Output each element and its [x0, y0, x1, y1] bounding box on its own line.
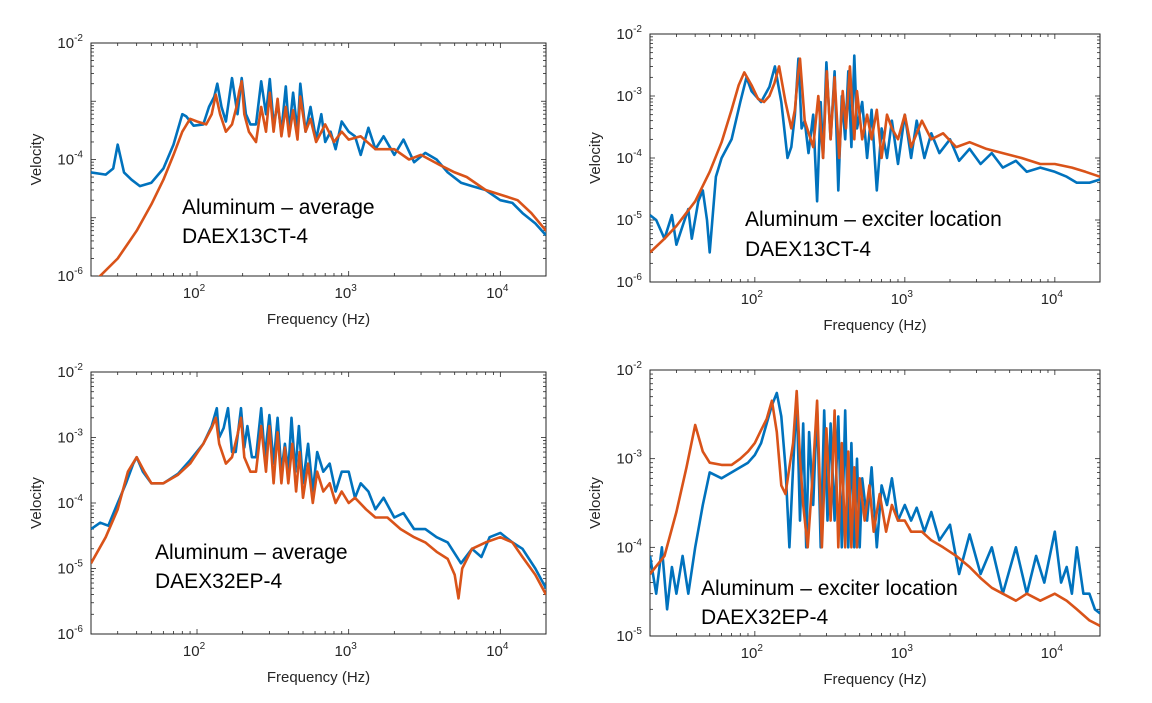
y-tick-label: 10-2 — [616, 360, 642, 379]
x-tick-label: 104 — [486, 641, 509, 660]
y-tick-label: 10-2 — [57, 33, 83, 52]
x-axis-label: Frequency (Hz) — [267, 311, 370, 328]
chart-annotation-line: DAEX13CT-4 — [745, 238, 871, 261]
chart-annotation-line: Aluminum – exciter location — [701, 577, 958, 600]
series-line-measured — [650, 391, 1100, 615]
x-axis-label: Frequency (Hz) — [823, 317, 926, 334]
series-line-simulated — [650, 389, 1100, 628]
y-tick-label: 10-2 — [57, 362, 83, 381]
minor-ticks — [90, 371, 547, 635]
chart-annotation-line: Aluminum – average — [155, 541, 348, 564]
x-tick-label: 102 — [183, 283, 206, 302]
y-tick-label: 10-4 — [616, 537, 642, 556]
plot-frame — [90, 371, 547, 635]
x-tick-label: 103 — [891, 289, 914, 308]
y-tick-label: 10-6 — [616, 272, 642, 291]
x-axis-label: Frequency (Hz) — [267, 669, 370, 686]
minor-ticks — [649, 33, 1101, 283]
x-tick-label: 103 — [891, 643, 914, 662]
series-line-simulated — [91, 416, 546, 600]
x-tick-label: 102 — [741, 289, 764, 308]
chart-4: 102 103 104 10-5 10-4 10-3 10-2 Frequency (Hz) V… — [587, 360, 1101, 688]
y-tick-label: 10-2 — [616, 24, 642, 43]
y-tick-label: 10-4 — [57, 493, 83, 512]
x-tick-label: 104 — [1041, 289, 1064, 308]
y-tick-label: 10-4 — [57, 150, 83, 169]
chart-annotation-line: Aluminum – exciter location — [745, 208, 1002, 231]
chart-1: 102 103 104 10-6 10-4 10-2 Frequency (Hz) Veloc… — [28, 33, 547, 328]
series-line-measured — [650, 54, 1100, 254]
y-tick-label: 10-4 — [616, 148, 642, 167]
minor-ticks — [649, 369, 1101, 637]
x-tick-label: 102 — [183, 641, 206, 660]
y-axis-label: Velocity — [28, 477, 45, 529]
series-line-simulated — [98, 80, 546, 276]
x-tick-label: 103 — [335, 283, 358, 302]
y-tick-label: 10-6 — [57, 624, 83, 643]
chart-annotation-line: DAEX32EP-4 — [155, 570, 283, 593]
y-tick-label: 10-5 — [57, 559, 83, 578]
chart-annotation-line: DAEX13CT-4 — [182, 225, 308, 248]
x-axis-label: Frequency (Hz) — [823, 671, 926, 688]
x-tick-label: 104 — [486, 283, 509, 302]
y-axis-label: Velocity — [28, 133, 45, 185]
y-axis-label: Velocity — [587, 132, 604, 184]
y-tick-label: 10-6 — [57, 266, 83, 285]
series-line-simulated — [650, 57, 1100, 254]
chart-annotation-line: DAEX32EP-4 — [701, 606, 829, 629]
y-tick-label: 10-3 — [616, 86, 642, 105]
y-axis-label: Velocity — [587, 477, 604, 529]
x-tick-label: 104 — [1041, 643, 1064, 662]
plot-frame — [90, 42, 547, 277]
y-tick-label: 10-5 — [616, 626, 642, 645]
y-tick-label: 10-3 — [616, 449, 642, 468]
x-tick-label: 102 — [741, 643, 764, 662]
y-tick-label: 10-5 — [616, 210, 642, 229]
minor-ticks — [90, 42, 547, 277]
x-tick-label: 103 — [335, 641, 358, 660]
chart-2: 102 103 104 10-6 10-5 10-4 10-3 10-2 Frequency (… — [587, 24, 1101, 334]
chart-3: 102 103 104 10-6 10-5 10-4 10-3 10-2 Frequency (… — [28, 362, 547, 686]
y-tick-label: 10-3 — [57, 428, 83, 447]
chart-annotation-line: Aluminum – average — [182, 196, 375, 219]
series-line-measured — [91, 76, 546, 237]
